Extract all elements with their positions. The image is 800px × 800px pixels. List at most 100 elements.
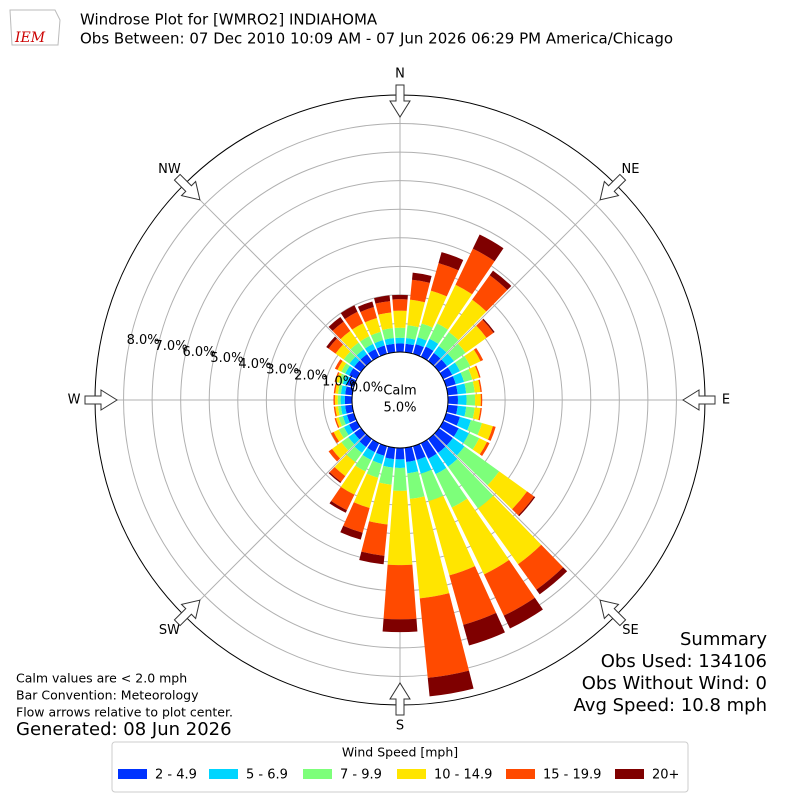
legend-swatch xyxy=(118,769,147,779)
bar-segment xyxy=(478,379,482,392)
bar-segment xyxy=(434,428,453,446)
bar-segment xyxy=(333,406,337,417)
legend-swatch xyxy=(615,769,644,779)
bar-segment xyxy=(420,439,437,459)
bar-segment xyxy=(463,612,505,646)
bar-segment xyxy=(512,491,535,516)
bar-segment xyxy=(340,465,366,495)
bar-segment xyxy=(395,343,405,353)
bar-segment xyxy=(427,670,474,697)
bar-segment xyxy=(412,443,426,460)
bar-segment xyxy=(332,442,349,459)
bar-segment xyxy=(468,366,480,380)
bar-segment xyxy=(409,496,450,599)
bar-segment xyxy=(338,373,346,384)
compass-label: S xyxy=(396,719,404,734)
summary: Obs Without Wind: 0 xyxy=(582,673,767,694)
bar-segment xyxy=(438,332,459,353)
compass-label: NW xyxy=(158,162,181,177)
bar-segment xyxy=(446,438,465,456)
bar-segment xyxy=(337,395,341,405)
bar-segment xyxy=(343,351,356,364)
bar-segment xyxy=(341,437,355,451)
r-tick-label: 7.0% xyxy=(155,339,188,354)
note: Bar Convention: Meteorology xyxy=(16,688,199,703)
bar-segment xyxy=(438,446,458,467)
bar-segment xyxy=(438,252,464,271)
bar-segment xyxy=(349,356,360,367)
bar-segment xyxy=(456,405,467,417)
chart-title: Windrose Plot for [WMRO2] INDIAHOMA xyxy=(80,11,378,29)
note: Flow arrows relative to plot center. xyxy=(16,705,233,720)
flow-arrow xyxy=(173,173,201,201)
bar-segment xyxy=(344,311,364,330)
compass-label: NE xyxy=(622,162,640,177)
bar-segment xyxy=(366,460,382,478)
bar-segment xyxy=(536,567,568,595)
bar-segment xyxy=(464,349,481,367)
bar-segment xyxy=(448,458,494,509)
bar-segment xyxy=(338,405,343,416)
legend-swatch xyxy=(209,769,238,779)
compass-label: W xyxy=(68,393,81,408)
bar-segment xyxy=(449,566,497,625)
bar-segment xyxy=(407,299,425,328)
flow-arrow xyxy=(599,599,627,627)
chart-subtitle: Obs Between: 07 Dec 2010 10:09 AM - 07 J… xyxy=(80,30,673,48)
flow-arrow xyxy=(682,389,716,411)
bar-segment xyxy=(394,459,406,468)
bar-segment xyxy=(435,467,468,508)
legend-label: 20+ xyxy=(652,768,679,783)
bar-segment xyxy=(394,327,406,338)
bar-segment xyxy=(483,559,535,616)
flow-arrow xyxy=(389,682,411,716)
bar-segment xyxy=(335,344,351,360)
bar-segment xyxy=(328,448,341,462)
bar-segment xyxy=(331,431,340,444)
r-tick-label: 3.0% xyxy=(266,363,299,378)
bar-segment xyxy=(487,426,496,441)
bar-segment xyxy=(405,338,416,346)
r-tick-label: 8.0% xyxy=(127,333,160,348)
bar-segment xyxy=(518,496,536,517)
generated: Generated: 08 Jun 2026 xyxy=(16,719,232,740)
bar-segment xyxy=(367,439,380,453)
note: Calm values are < 2.0 mph xyxy=(16,671,187,686)
bar-segment xyxy=(456,446,500,486)
legend-box xyxy=(111,741,689,793)
bar-segment xyxy=(457,395,467,405)
bar-segment xyxy=(382,328,394,340)
bar-segment xyxy=(436,284,473,330)
grid-spoke xyxy=(433,183,617,367)
bar-segment xyxy=(361,521,388,556)
grid-spoke xyxy=(183,433,367,617)
bar-segment xyxy=(447,395,458,405)
legend-title: Wind Speed [mph] xyxy=(342,745,458,760)
bar-segment xyxy=(464,406,475,419)
bar-segment xyxy=(472,438,487,455)
r-tick-label: 6.0% xyxy=(182,345,215,360)
bar-segment xyxy=(443,376,456,388)
legend-label: 7 - 9.9 xyxy=(340,768,382,783)
bar-segment xyxy=(446,404,458,415)
bar-segment xyxy=(346,377,357,388)
bar-segment xyxy=(404,343,414,354)
bar-segment xyxy=(335,417,342,428)
bar-segment xyxy=(355,454,372,472)
flow-arrow xyxy=(389,84,411,118)
legend-label: 2 - 4.9 xyxy=(155,768,197,783)
bar-segment xyxy=(340,385,347,395)
bar-segment xyxy=(451,498,510,575)
bar-segment xyxy=(334,454,356,477)
bar-segment xyxy=(353,473,379,509)
bar-segment xyxy=(452,372,465,385)
bar-segment xyxy=(341,363,350,374)
bar-segment xyxy=(441,353,455,367)
bar-segment xyxy=(340,395,346,405)
bar-segment xyxy=(340,330,359,350)
bar-segment xyxy=(420,469,444,502)
r-tick-label: 0.0% xyxy=(350,381,383,396)
bar-segment xyxy=(467,419,482,436)
bar-segment xyxy=(335,372,342,383)
legend-label: 15 - 19.9 xyxy=(543,768,601,783)
